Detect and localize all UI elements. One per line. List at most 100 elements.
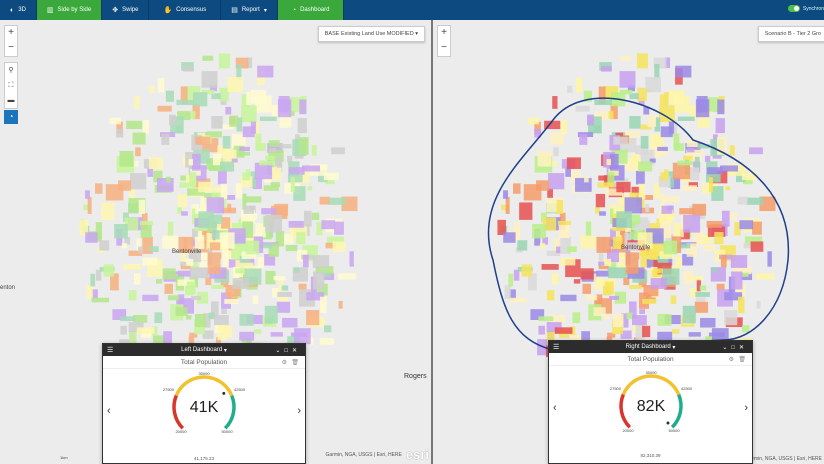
parcel [598,253,604,264]
previous-arrow-icon[interactable]: ‹ [553,402,557,414]
parcel [178,270,191,277]
parcel [509,297,528,303]
parcel [650,278,667,289]
3d-button[interactable]: ◐ 3D [0,0,37,20]
parcel [706,167,723,175]
zoom-in-button[interactable]: + [441,27,447,38]
parcel [603,315,610,320]
parcel [337,273,356,280]
parcel [212,153,222,166]
parcel [334,221,344,235]
side-by-side-button[interactable]: ▥ Side by Side [36,0,103,20]
parcel [272,288,280,298]
report-button[interactable]: ▤ Report ▾ [221,0,278,20]
parcel [571,170,581,183]
parcel [195,136,211,145]
synchronize-toggle[interactable]: Synchron [787,5,824,12]
parcel [740,272,749,277]
parcel [539,243,546,249]
parcel [231,158,238,163]
parcel [281,285,289,291]
dashboard-title-dropdown[interactable]: Left Dashboard [181,347,223,353]
parcel [285,245,298,252]
zoom-out-button[interactable]: − [8,42,14,53]
toggle-switch[interactable] [787,5,800,12]
dashboard-button[interactable]: ◔ Dashboard [277,0,345,20]
zoom-out-button[interactable]: − [441,42,447,53]
parcel [303,210,312,227]
dashboard-toggle-icon[interactable]: ◔ [4,110,18,124]
parcel [190,111,196,119]
parcel [289,111,295,116]
parcel [711,186,724,201]
parcel [242,172,250,181]
parcel [595,193,606,208]
parcel [263,185,279,191]
parcel [700,317,716,328]
parcel [629,284,642,290]
parcel [699,233,712,245]
parcel [133,273,141,285]
parcel [517,240,528,251]
dashboard-title-dropdown[interactable]: Right Dashboard [625,344,671,350]
gauge-value: 82K [636,398,665,415]
measure-icon[interactable]: ▬ [7,97,15,104]
parcel [556,246,561,254]
parcel [666,212,675,220]
window-controls[interactable]: ⌄□✕ [275,347,301,354]
parcel [638,97,645,105]
parcel [163,331,173,348]
parcel [679,208,695,215]
parcel [95,222,103,240]
menu-icon[interactable]: ☰ [107,347,114,354]
parcel [673,133,680,151]
parcel [653,268,663,274]
parcel [697,110,710,128]
parcel [276,301,291,313]
parcel [91,297,110,303]
parcel [279,144,292,149]
parcel [317,283,328,296]
search-icon[interactable]: ⚲ [8,67,14,74]
menu-icon[interactable]: ☰ [553,344,560,351]
parcel [660,126,673,138]
parcel [87,197,92,215]
parcel [642,298,657,304]
parcel [95,183,103,194]
gear-icon[interactable]: ⚙ [281,359,287,366]
parcel [682,305,696,324]
side-by-side-divider[interactable] [431,20,433,464]
previous-arrow-icon[interactable]: ‹ [107,405,111,417]
parcel [211,116,223,129]
parcel [254,162,273,180]
trash-icon[interactable]: 🗑 [291,359,299,366]
place-label: enton [0,285,16,291]
layer-select[interactable]: BASE Existing Land Use MODIFIED ▾ [317,26,425,42]
parcel [631,315,647,326]
parcel [276,156,282,168]
gauge-band-red [172,394,185,430]
layer-select[interactable]: Scenario B - Tier 2 Gro [757,26,824,42]
parcel [134,96,140,109]
consensus-button[interactable]: ✋ Consensus [149,0,222,20]
window-controls[interactable]: ⌄□✕ [722,344,748,351]
parcel [193,92,208,107]
parcel [713,134,718,144]
next-arrow-icon[interactable]: › [744,402,748,414]
trash-icon[interactable]: 🗑 [738,356,746,363]
parcel [715,118,725,134]
parcel [556,199,564,214]
parcel [148,157,163,169]
next-arrow-icon[interactable]: › [297,405,301,417]
fullscreen-icon[interactable]: ⛶ [8,82,14,89]
parcel [114,224,128,239]
parcel [673,223,684,238]
swipe-button[interactable]: ✥ Swipe [102,0,150,20]
parcel [201,71,218,88]
parcel [554,238,559,251]
parcel [129,188,135,198]
zoom-in-button[interactable]: + [8,27,14,38]
parcel [320,296,327,314]
parcel [640,135,649,149]
gear-icon[interactable]: ⚙ [728,356,734,363]
